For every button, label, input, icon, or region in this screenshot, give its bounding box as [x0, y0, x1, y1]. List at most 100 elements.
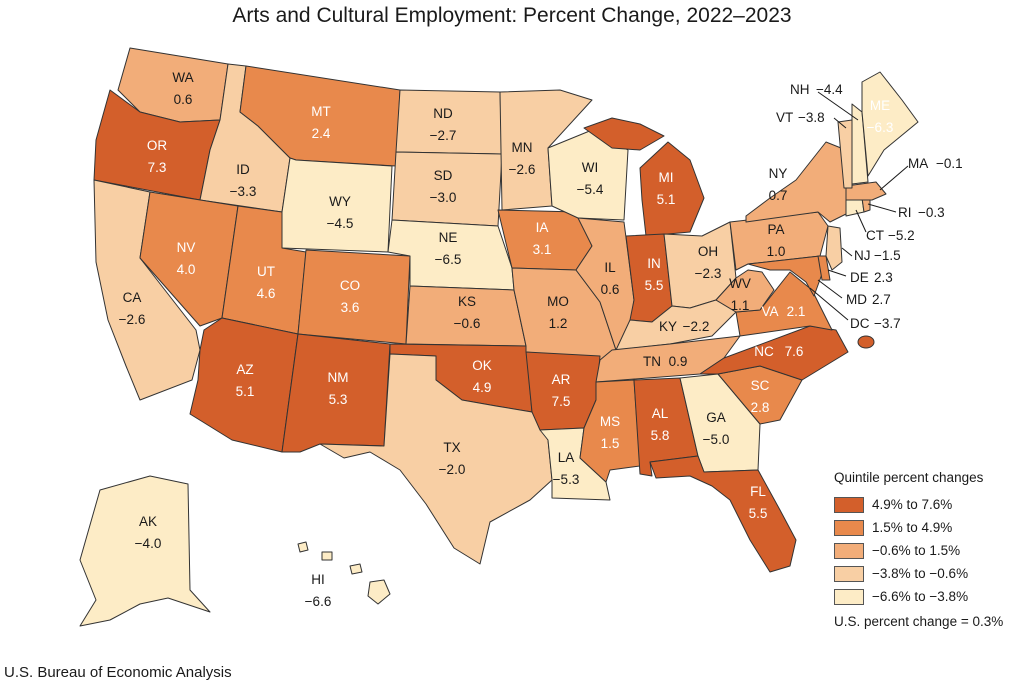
label-ri: RI −0.3: [898, 205, 945, 220]
svg-text:4.6: 4.6: [257, 286, 276, 301]
svg-text:−2.6: −2.6: [119, 312, 146, 327]
svg-text:5.5: 5.5: [749, 506, 768, 521]
state-nd[interactable]: [395, 89, 503, 155]
legend-item: −0.6% to 1.5%: [834, 539, 1022, 562]
state-me[interactable]: [861, 71, 919, 177]
svg-text:NY: NY: [769, 166, 788, 181]
state-sd[interactable]: [391, 151, 503, 227]
state-mi-upper[interactable]: [583, 117, 665, 151]
label-sd: SD −3.0: [430, 168, 457, 205]
svg-text:−3.7: −3.7: [874, 316, 901, 331]
svg-text:−0.6: −0.6: [454, 316, 481, 331]
svg-text:OK: OK: [472, 358, 492, 373]
state-mi[interactable]: [639, 141, 705, 237]
label-ak: AK −4.0: [135, 514, 162, 551]
label-tx: TX −2.0: [439, 440, 466, 477]
map-title: Arts and Cultural Employment: Percent Ch…: [232, 4, 792, 27]
state-hi[interactable]: [367, 579, 391, 605]
svg-text:−2.2: −2.2: [683, 319, 710, 334]
state-ct[interactable]: [845, 197, 865, 217]
state-ia[interactable]: [497, 209, 593, 271]
svg-text:LA: LA: [558, 450, 575, 465]
svg-text:ID: ID: [236, 162, 250, 177]
svg-text:MT: MT: [311, 104, 331, 119]
svg-text:−4.0: −4.0: [135, 536, 162, 551]
svg-text:5.8: 5.8: [651, 428, 670, 443]
svg-text:3.6: 3.6: [341, 300, 360, 315]
state-tx[interactable]: [319, 353, 553, 565]
svg-text:−3.3: −3.3: [230, 184, 257, 199]
svg-text:TX: TX: [443, 440, 460, 455]
state-hi-kauai[interactable]: [297, 541, 309, 553]
svg-text:VT: VT: [776, 110, 793, 125]
svg-text:OH: OH: [698, 244, 718, 259]
svg-text:0.6: 0.6: [174, 92, 193, 107]
state-vt[interactable]: [837, 119, 853, 189]
label-nc: NC 7.6: [754, 344, 803, 359]
svg-text:5.1: 5.1: [657, 192, 676, 207]
label-tn: TN 0.9: [643, 354, 687, 369]
label-vt: VT −3.8: [776, 110, 825, 125]
label-ny: NY 0.7: [769, 166, 788, 203]
state-nv[interactable]: [139, 191, 239, 327]
svg-text:2.1: 2.1: [787, 304, 806, 319]
svg-text:−3.0: −3.0: [430, 190, 457, 205]
label-ok: OK 4.9: [472, 358, 492, 395]
label-hi: HI −6.6: [305, 572, 332, 609]
svg-text:RI: RI: [898, 205, 912, 220]
state-va[interactable]: [735, 271, 833, 337]
state-ma[interactable]: [845, 181, 887, 201]
state-nh[interactable]: [851, 103, 869, 185]
svg-text:CA: CA: [123, 290, 142, 305]
svg-text:0.7: 0.7: [769, 188, 788, 203]
label-ar: AR 7.5: [552, 372, 571, 409]
callout-leaders: [809, 91, 909, 321]
state-wv[interactable]: [715, 269, 775, 313]
label-ma: MA −0.1: [908, 156, 963, 171]
label-id: ID −3.3: [230, 162, 257, 199]
label-wv: WV 1.1: [729, 276, 751, 313]
legend: Quintile percent changes 4.9% to 7.6% 1.…: [834, 470, 1022, 629]
svg-text:NM: NM: [328, 370, 349, 385]
legend-swatch: [834, 496, 864, 513]
svg-text:MS: MS: [600, 414, 620, 429]
svg-text:7.6: 7.6: [785, 344, 804, 359]
label-wy: WY −4.5: [327, 194, 354, 231]
legend-label: 1.5% to 4.9%: [872, 520, 953, 535]
state-fl[interactable]: [649, 455, 797, 573]
svg-text:−5.4: −5.4: [577, 182, 604, 197]
svg-text:−6.3: −6.3: [867, 120, 894, 135]
svg-text:−2.3: −2.3: [695, 266, 722, 281]
svg-text:AK: AK: [139, 514, 157, 529]
state-co[interactable]: [297, 249, 411, 345]
label-ms: MS 1.5: [600, 414, 620, 451]
svg-text:MI: MI: [659, 170, 674, 185]
state-ny[interactable]: [745, 141, 847, 223]
state-hi-maui[interactable]: [349, 563, 363, 575]
label-il: IL 0.6: [601, 260, 620, 297]
svg-text:2.3: 2.3: [874, 270, 893, 285]
svg-text:NC: NC: [754, 344, 774, 359]
svg-text:1.0: 1.0: [767, 244, 786, 259]
label-ks: KS −0.6: [454, 294, 481, 331]
svg-text:5.1: 5.1: [236, 384, 255, 399]
state-nj[interactable]: [825, 225, 843, 271]
svg-text:IA: IA: [536, 220, 549, 235]
state-hi-oahu[interactable]: [321, 551, 333, 561]
svg-text:AZ: AZ: [236, 362, 253, 377]
svg-text:MD: MD: [846, 292, 867, 307]
svg-text:2.4: 2.4: [312, 126, 331, 141]
state-ak[interactable]: [79, 475, 211, 627]
svg-text:2.8: 2.8: [751, 400, 770, 415]
label-fl: FL 5.5: [749, 484, 768, 521]
label-sc: SC 2.8: [751, 378, 770, 415]
state-de[interactable]: [817, 255, 831, 281]
legend-swatch: [834, 588, 864, 605]
svg-text:NE: NE: [439, 230, 458, 245]
label-pa: PA 1.0: [767, 222, 786, 259]
svg-text:−4.4: −4.4: [816, 82, 843, 97]
svg-text:2.7: 2.7: [872, 292, 891, 307]
state-ky[interactable]: [615, 299, 737, 351]
legend-item: −3.8% to −0.6%: [834, 562, 1022, 585]
label-ne: NE −6.5: [435, 230, 462, 267]
